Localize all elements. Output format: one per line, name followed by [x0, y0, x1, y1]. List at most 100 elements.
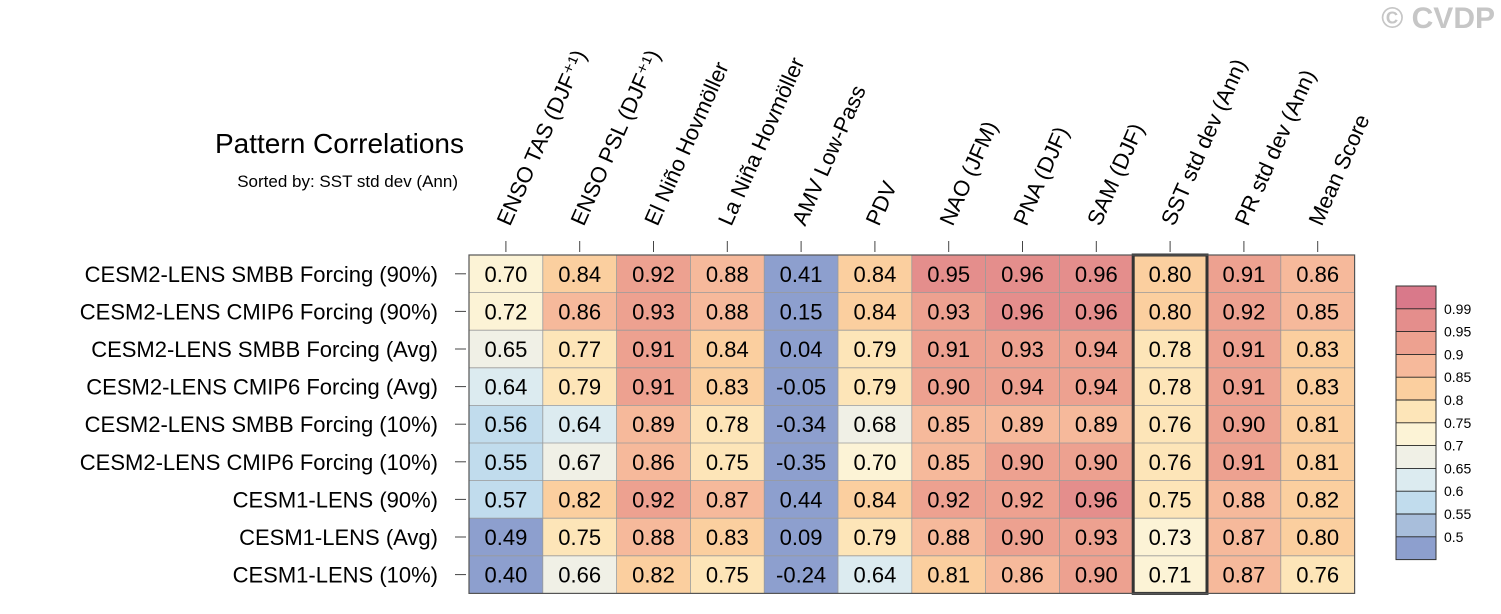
- cell-value-label: 0.73: [1149, 525, 1192, 550]
- heatmap-cell: [1059, 330, 1134, 369]
- heatmap-cell: [985, 555, 1060, 594]
- cell-value-label: 0.90: [1075, 450, 1118, 475]
- cell-value-label: 0.65: [484, 337, 527, 362]
- cell-value-label: 0.78: [1149, 375, 1192, 400]
- heatmap-cell: [1207, 292, 1282, 331]
- cell-value-label: 0.70: [853, 450, 896, 475]
- colorbar-tick-label: 0.8: [1444, 392, 1464, 408]
- heatmap-cell: [542, 555, 617, 594]
- heatmap-cell: [690, 292, 765, 331]
- heatmap-cell: [1133, 292, 1208, 331]
- cell-value-label: 0.88: [1222, 487, 1265, 512]
- heatmap-cell: [911, 555, 986, 594]
- colorbar-tick-label: 0.9: [1444, 346, 1464, 362]
- row-label: CESM2-LENS SMBB Forcing (Avg): [91, 337, 438, 362]
- cell-value-label: 0.92: [632, 487, 675, 512]
- cell-value-label: 0.76: [1149, 412, 1192, 437]
- heatmap-cell: [911, 255, 986, 293]
- cell-value-label: 0.84: [853, 487, 896, 512]
- cell-value-label: 0.81: [927, 563, 970, 588]
- cell-value-label: 0.15: [780, 299, 823, 324]
- cell-value-label: 0.91: [1222, 337, 1265, 362]
- heatmap-cell: [1059, 518, 1134, 557]
- cell-value-label: 0.84: [558, 262, 601, 287]
- cell-value-label: 0.95: [927, 262, 970, 287]
- heatmap-cell: [690, 518, 765, 557]
- cell-value-label: 0.75: [706, 450, 749, 475]
- heatmap-cell: [690, 480, 765, 519]
- cell-value-label: 0.96: [1075, 262, 1118, 287]
- heatmap-cell: [838, 330, 913, 369]
- cell-value-label: 0.82: [1296, 487, 1339, 512]
- heatmap-cell: [469, 443, 544, 481]
- column-label: PDV: [861, 177, 902, 229]
- cell-value-label: -0.24: [776, 563, 826, 588]
- cell-value-label: 0.79: [853, 375, 896, 400]
- cell-value-label: 0.85: [1296, 299, 1339, 324]
- cell-value-label: 0.87: [706, 487, 749, 512]
- heatmap-cell: [1280, 255, 1355, 293]
- cell-value-label: -0.35: [776, 450, 826, 475]
- heatmap-cell: [616, 255, 691, 293]
- cell-value-label: 0.56: [484, 412, 527, 437]
- cell-value-label: 0.88: [706, 262, 749, 287]
- cell-value-label: 0.96: [1001, 262, 1044, 287]
- row-label: CESM2-LENS CMIP6 Forcing (10%): [80, 450, 438, 475]
- heatmap-cell: [616, 405, 691, 444]
- cell-value-label: 0.94: [1001, 375, 1044, 400]
- heatmap-cell: [1280, 330, 1355, 369]
- heatmap-cell: [911, 405, 986, 444]
- heatmap-cell: [838, 443, 913, 481]
- cell-value-label: 0.83: [1296, 375, 1339, 400]
- cell-value-label: 0.79: [853, 525, 896, 550]
- cell-value-label: 0.87: [1222, 525, 1265, 550]
- colorbar-swatch: [1396, 286, 1436, 310]
- heatmap-cell: [690, 443, 765, 481]
- heatmap-cell: [764, 367, 839, 406]
- heatmap-cell: [616, 292, 691, 331]
- cell-value-label: 0.90: [1075, 563, 1118, 588]
- cell-value-label: 0.82: [632, 563, 675, 588]
- cell-value-label: 0.91: [1222, 450, 1265, 475]
- heatmap-cell: [1133, 367, 1208, 406]
- heatmap-cell: [985, 255, 1060, 293]
- cell-value-label: -0.05: [776, 375, 826, 400]
- heatmap-cell: [1280, 480, 1355, 519]
- cell-value-label: 0.57: [484, 487, 527, 512]
- heatmap-cell: [838, 367, 913, 406]
- cell-value-label: 0.86: [558, 299, 601, 324]
- cell-value-label: 0.90: [1001, 450, 1044, 475]
- cell-value-label: 0.88: [706, 299, 749, 324]
- heatmap-cell: [542, 518, 617, 557]
- cell-value-label: 0.44: [780, 487, 823, 512]
- heatmap-cell: [764, 255, 839, 293]
- cell-value-label: 0.93: [927, 299, 970, 324]
- colorbar-tick-label: 0.75: [1444, 415, 1471, 431]
- heatmap-cell: [1280, 367, 1355, 406]
- heatmap-cell: [1133, 555, 1208, 594]
- column-label: NAO (JFM): [934, 117, 1002, 229]
- heatmap-cell: [838, 405, 913, 444]
- colorbar-frame: [1395, 285, 1437, 561]
- cell-value-label: 0.86: [1001, 563, 1044, 588]
- cell-value-label: 0.71: [1149, 563, 1192, 588]
- heatmap-cell: [1133, 405, 1208, 444]
- heatmap-cells: [469, 255, 1355, 594]
- heatmap-cell: [985, 443, 1060, 481]
- heatmap-cell: [1133, 330, 1208, 369]
- cell-value-label: 0.88: [927, 525, 970, 550]
- heatmap-cell: [911, 330, 986, 369]
- cell-value-label: 0.93: [1075, 525, 1118, 550]
- heatmap-cell: [616, 480, 691, 519]
- heatmap-cell: [985, 292, 1060, 331]
- cell-value-label: 0.85: [927, 412, 970, 437]
- column-label: AMV Low-Pass: [787, 81, 871, 229]
- heatmap-cell: [911, 292, 986, 331]
- heatmap-cell: [1207, 555, 1282, 594]
- cell-value-label: 0.84: [706, 337, 749, 362]
- cell-value-label: 0.64: [853, 563, 896, 588]
- cell-value-label: 0.90: [1001, 525, 1044, 550]
- cell-value-label: 0.92: [1001, 487, 1044, 512]
- cell-value-label: 0.49: [484, 525, 527, 550]
- heatmap-cell: [690, 330, 765, 369]
